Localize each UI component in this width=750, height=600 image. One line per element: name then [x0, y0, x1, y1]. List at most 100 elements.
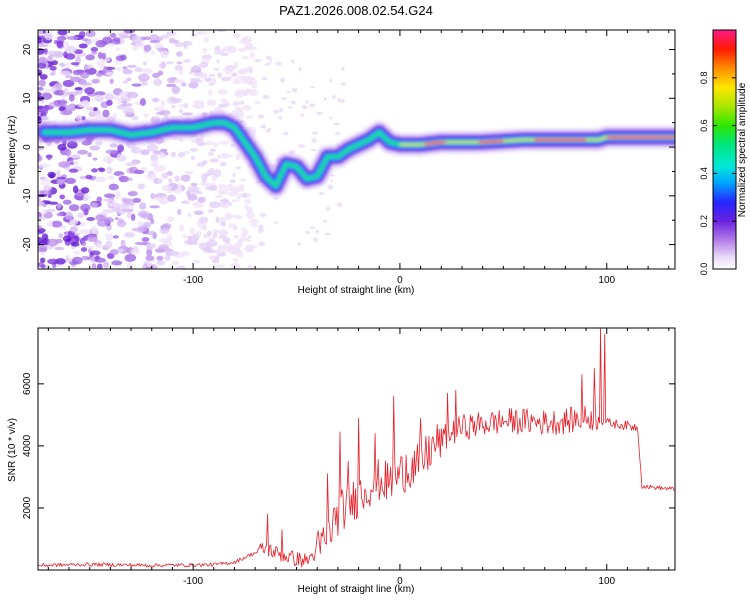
noise-blob: [257, 114, 265, 120]
noise-blob: [86, 216, 95, 221]
noise-blob: [186, 212, 192, 218]
noise-blob: [219, 105, 223, 109]
noise-blob: [47, 258, 59, 265]
noise-blob: [50, 220, 63, 228]
noise-blob: [153, 115, 160, 119]
noise-blob: [65, 61, 70, 70]
noise-blob: [207, 89, 213, 96]
noise-blob: [275, 61, 282, 66]
noise-blob: [174, 175, 181, 182]
noise-blob: [123, 30, 136, 34]
noise-blob: [60, 110, 73, 116]
noise-blob: [208, 208, 214, 213]
noise-blob: [212, 229, 220, 233]
noise-blob: [123, 232, 136, 238]
noise-blob: [235, 166, 242, 170]
noise-blob: [233, 225, 238, 231]
noise-blob: [189, 148, 198, 152]
noise-blob: [38, 261, 44, 268]
noise-blob: [103, 65, 108, 74]
noise-blob: [66, 91, 78, 97]
noise-blob: [91, 263, 97, 269]
noise-blob: [322, 219, 328, 223]
noise-blob: [167, 216, 174, 223]
noise-blob: [215, 264, 226, 268]
noise-blob: [184, 239, 193, 245]
noise-blob: [327, 184, 334, 190]
noise-blob: [208, 73, 216, 78]
noise-blob: [38, 86, 44, 91]
noise-blob: [323, 97, 328, 101]
noise-blob: [192, 100, 204, 104]
noise-blob: [214, 195, 223, 199]
noise-blob: [215, 171, 222, 176]
noise-blob: [200, 181, 209, 187]
noise-blob: [262, 94, 270, 99]
noise-blob: [236, 196, 241, 202]
noise-blob: [85, 245, 95, 250]
noise-blob: [239, 177, 247, 182]
noise-blob: [89, 202, 98, 208]
noise-blob: [177, 208, 182, 216]
noise-blob: [131, 83, 142, 87]
ridge-hot-segment: [478, 139, 504, 144]
noise-blob: [70, 62, 80, 66]
noise-blob: [82, 100, 90, 107]
noise-blob: [82, 38, 89, 42]
noise-blob: [64, 53, 76, 60]
noise-blob: [63, 41, 70, 50]
noise-blob: [104, 209, 112, 213]
noise-blob: [80, 247, 88, 252]
noise-blob: [207, 151, 214, 156]
noise-blob: [165, 61, 174, 65]
colorbar-tick-label: 0.2: [699, 215, 709, 228]
noise-blob: [126, 262, 134, 269]
noise-blob: [250, 221, 258, 228]
noise-blob: [38, 163, 50, 168]
noise-blob: [90, 46, 99, 52]
noise-blob: [92, 157, 98, 161]
noise-blob: [204, 77, 212, 82]
noise-blob: [180, 174, 191, 182]
noise-blob: [114, 217, 119, 221]
noise-blob: [132, 35, 142, 44]
noise-blob: [39, 189, 52, 196]
noise-blob: [156, 47, 168, 51]
noise-blob: [340, 81, 346, 86]
noise-blob: [242, 55, 249, 60]
noise-blob: [153, 78, 163, 87]
noise-blob: [146, 173, 157, 180]
noise-blob: [127, 64, 137, 68]
noise-blob: [63, 88, 69, 96]
noise-blob: [96, 72, 103, 77]
noise-blob: [216, 252, 227, 257]
noise-blob: [305, 230, 311, 235]
noise-blob: [339, 99, 346, 103]
noise-blob: [141, 237, 150, 242]
snr-series: [38, 328, 675, 568]
noise-blob: [161, 172, 169, 179]
noise-blob: [249, 68, 253, 74]
noise-blob: [101, 52, 107, 60]
noise-blob: [243, 204, 249, 210]
noise-blob: [329, 78, 333, 83]
noise-blob: [105, 233, 114, 241]
noise-blob: [156, 255, 164, 261]
noise-blob: [141, 68, 153, 75]
noise-blob: [212, 232, 218, 238]
noise-blob: [187, 193, 198, 201]
noise-blob: [132, 45, 139, 51]
noise-blob: [204, 186, 211, 190]
noise-blob: [297, 242, 302, 246]
noise-blob: [38, 62, 47, 69]
noise-blob: [213, 50, 224, 56]
noise-blob: [187, 185, 200, 193]
noise-blob: [80, 82, 93, 86]
noise-blob: [116, 104, 126, 110]
x-tick-label: 100: [598, 576, 615, 587]
noise-blob: [341, 66, 345, 71]
noise-blob: [218, 141, 230, 145]
noise-blob: [114, 190, 121, 199]
noise-blob: [220, 188, 228, 195]
